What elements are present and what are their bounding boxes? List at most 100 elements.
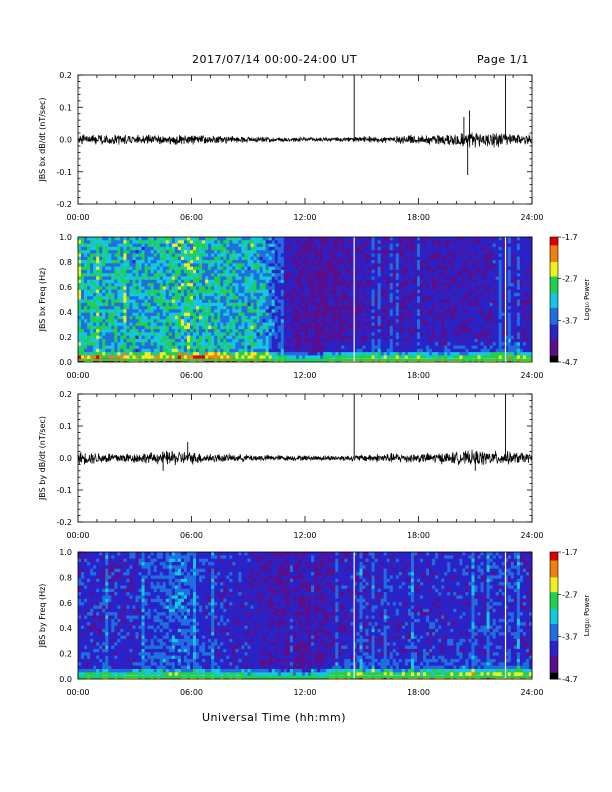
spectrogram-cell <box>395 319 400 323</box>
spectrogram-cell <box>81 329 85 333</box>
spectrogram-cell <box>202 319 206 323</box>
spectrogram-cell <box>129 292 133 297</box>
spectrogram-cell <box>259 345 263 350</box>
spectrogram-cell <box>168 332 173 336</box>
spectrogram-cell <box>438 289 442 294</box>
spectrogram-cell <box>332 276 336 281</box>
spectrogram-cell <box>220 273 224 277</box>
spectrogram-cell <box>395 279 400 284</box>
spectrogram-cell <box>256 243 260 248</box>
spectrogram-cell <box>295 352 300 356</box>
spectrogram-cell <box>147 319 151 323</box>
spectrogram-cell <box>286 315 291 320</box>
spectrogram-cell <box>174 289 179 294</box>
spectrogram-cell <box>365 312 369 317</box>
spectrogram-cell <box>250 273 254 277</box>
spectrogram-cell <box>90 322 94 327</box>
spectrogram-cell <box>453 263 457 267</box>
spectrogram-cell <box>389 345 394 350</box>
spectrogram-cell <box>202 260 206 264</box>
spectrogram-cell <box>332 342 336 346</box>
spectrogram-cell <box>229 240 233 244</box>
spectrogram-cell <box>189 299 194 304</box>
spectrogram-cell <box>368 237 372 241</box>
spectrogram-cell <box>320 345 324 350</box>
spectrogram-cell <box>253 253 257 258</box>
spectrogram-cell <box>332 260 336 264</box>
spectrogram-cell <box>389 319 394 323</box>
spectrogram-cell <box>189 329 194 333</box>
spectrogram-cell <box>423 355 427 360</box>
spectrogram-cell <box>238 273 242 277</box>
spectrogram-cell <box>350 292 354 297</box>
spectrogram-cell <box>423 325 427 330</box>
spectrogram-cell <box>401 246 406 251</box>
spectrogram-cell <box>159 292 164 297</box>
spectrogram-cell <box>423 332 427 336</box>
spectrogram-cell <box>126 302 130 307</box>
spectrogram-cell <box>386 292 391 297</box>
spectrogram-cell <box>453 348 457 353</box>
spectrogram-cell <box>383 289 388 294</box>
spectrogram-cell <box>447 306 451 310</box>
spectrogram-cell <box>268 338 273 343</box>
spectrogram-cell <box>329 269 333 274</box>
spectrogram-cell <box>314 342 318 346</box>
spectrogram-cell <box>410 345 415 350</box>
spectrogram-cell <box>435 335 439 340</box>
spectrogram-cell <box>329 273 333 277</box>
spectrogram-cell <box>332 309 336 313</box>
spectrogram-cell <box>174 246 179 251</box>
spectrogram-cell <box>186 299 191 304</box>
spectrogram-cell <box>105 332 109 336</box>
spectrogram-cell <box>380 342 384 346</box>
spectrogram-cell <box>374 260 378 264</box>
spectrogram-cell <box>84 243 88 248</box>
spectrogram-cell <box>78 240 82 244</box>
spectrogram-cell <box>326 266 330 271</box>
spectrogram-cell <box>93 322 97 327</box>
spectrogram-cell <box>429 237 433 241</box>
spectrogram-cell <box>244 250 248 254</box>
spectrogram-cell <box>374 266 378 271</box>
spectrogram-cell <box>168 348 173 353</box>
spectrogram-cell <box>90 306 94 310</box>
spectrogram-cell <box>362 296 366 300</box>
spectrogram-cell <box>338 315 342 320</box>
spectrogram-cell <box>401 289 406 294</box>
spectrogram-cell <box>295 276 300 281</box>
spectrogram-cell <box>317 289 321 294</box>
spectrogram-cell <box>208 352 212 356</box>
spectrogram-cell <box>317 342 321 346</box>
spectrogram-cell <box>286 283 291 287</box>
spectrogram-cell <box>377 269 381 274</box>
spectrogram-cell <box>359 263 363 267</box>
spectrogram-cell <box>129 332 133 336</box>
spectrogram-cell <box>186 256 191 261</box>
spectrogram-cell <box>311 325 315 330</box>
spectrogram-cell <box>456 309 460 313</box>
spectrogram-cell <box>435 299 439 304</box>
spectrogram-cell <box>114 279 118 284</box>
spectrogram-cell <box>84 355 88 360</box>
spectrogram-cell <box>356 279 360 284</box>
spectrogram-cell <box>183 286 188 290</box>
spectrogram-cell <box>410 319 415 323</box>
spectrogram-cell <box>171 260 176 264</box>
spectrogram-cell <box>253 269 257 274</box>
spectrogram-cell <box>183 250 188 254</box>
spectrogram-cell <box>105 345 109 350</box>
spectrogram-cell <box>356 269 360 274</box>
spectrogram-cell <box>350 348 354 353</box>
spectrogram-cell <box>286 273 291 277</box>
spectrogram-cell <box>368 299 372 304</box>
spectrogram-cell <box>220 292 224 297</box>
spectrogram-cell <box>87 256 91 261</box>
spectrogram-cell <box>238 296 242 300</box>
spectrogram-cell <box>238 312 242 317</box>
spectrogram-cell <box>283 306 288 310</box>
spectrogram-cell <box>374 355 378 360</box>
spectrogram-cell <box>232 302 236 307</box>
spectrogram-cell <box>189 266 194 271</box>
spectrogram-cell <box>211 253 215 258</box>
